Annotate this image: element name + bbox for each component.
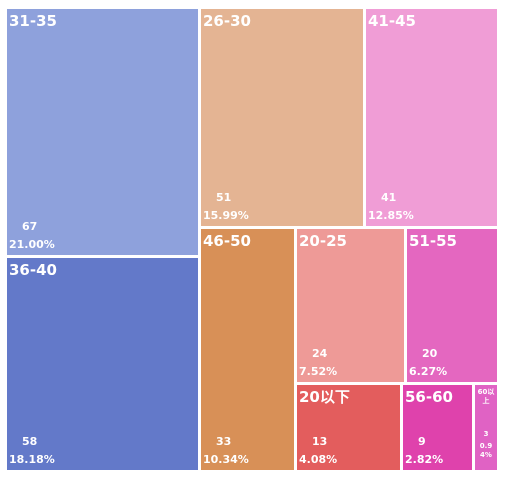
treemap-tile[interactable]: 20-25 24 7.52% xyxy=(297,229,404,382)
treemap-tile[interactable]: 51-55 20 6.27% xyxy=(407,229,497,382)
tile-category-label: 36-40 xyxy=(9,261,57,279)
tile-category-label: 26-30 xyxy=(203,12,251,30)
treemap-tile[interactable]: 41-45 41 12.85% xyxy=(366,9,497,226)
treemap-tile[interactable]: 31-35 67 21.00% xyxy=(7,9,198,255)
tile-value-label: 58 xyxy=(22,435,38,448)
tile-category-label: 20-25 xyxy=(299,232,347,250)
treemap-tile[interactable]: 26-30 51 15.99% xyxy=(201,9,363,226)
tile-percent-label: 15.99% xyxy=(203,209,249,222)
tile-value-label: 41 xyxy=(381,191,397,204)
tile-percent-label: 2.82% xyxy=(405,453,444,466)
tile-value-label: 51 xyxy=(216,191,232,204)
tile-percent-label: 12.85% xyxy=(368,209,414,222)
treemap-tile[interactable]: 36-40 58 18.18% xyxy=(7,258,198,470)
tile-percent-label: 21.00% xyxy=(9,238,55,251)
tile-category-label: 60以上 xyxy=(477,388,495,405)
tile-value-label: 3 xyxy=(483,430,489,438)
tile-category-label: 56-60 xyxy=(405,388,453,406)
tile-category-label: 31-35 xyxy=(9,12,57,30)
treemap-tile[interactable]: 56-60 9 2.82% xyxy=(403,385,472,470)
treemap-tile[interactable]: 46-50 33 10.34% xyxy=(201,229,294,470)
tile-value-label: 9 xyxy=(418,435,426,448)
tile-value-label: 67 xyxy=(22,220,38,233)
tile-percent-label: 18.18% xyxy=(9,453,55,466)
treemap-tile[interactable]: 60以上 3 0.94% xyxy=(475,385,497,470)
tile-category-label: 41-45 xyxy=(368,12,416,30)
tile-value-label: 24 xyxy=(312,347,328,360)
tile-value-label: 33 xyxy=(216,435,232,448)
tile-category-label: 46-50 xyxy=(203,232,251,250)
tile-value-label: 20 xyxy=(422,347,438,360)
tile-value-label: 13 xyxy=(312,435,328,448)
tile-percent-label: 7.52% xyxy=(299,365,338,378)
tile-category-label: 51-55 xyxy=(409,232,457,250)
tile-percent-label: 0.94% xyxy=(479,442,493,459)
tile-category-label: 20以下 xyxy=(299,388,350,406)
tile-percent-label: 4.08% xyxy=(299,453,338,466)
treemap-tile[interactable]: 20以下 13 4.08% xyxy=(297,385,400,470)
tile-percent-label: 10.34% xyxy=(203,453,249,466)
tile-percent-label: 6.27% xyxy=(409,365,448,378)
